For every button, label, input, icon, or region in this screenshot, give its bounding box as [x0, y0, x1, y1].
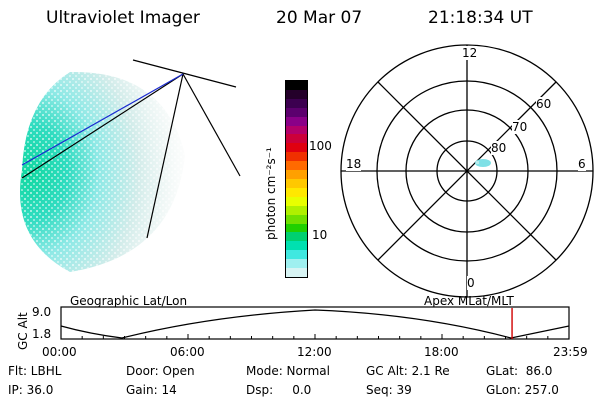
colorbar-segment: [286, 125, 307, 135]
info-glon: GLon: 257.0: [486, 383, 559, 397]
apex-label: Apex MLat/MLT: [424, 294, 514, 308]
instrument-title: Ultraviolet Imager: [46, 8, 200, 28]
colorbar-segment: [286, 214, 307, 224]
colorbar-segment: [286, 205, 307, 215]
ring-label-60: 60: [536, 97, 552, 111]
ytick-9: 9.0: [32, 305, 52, 319]
colorbar-segment: [286, 81, 307, 90]
colorbar-segment: [286, 170, 307, 179]
mlt-6: 6: [578, 157, 586, 171]
info-mode: Mode: Normal: [246, 364, 330, 378]
info-ip: IP: 36.0: [8, 383, 54, 397]
colorbar-segment: [286, 152, 307, 162]
info-gcalt: GC Alt: 2.1 Re: [366, 364, 450, 378]
colorbar-segment: [286, 259, 307, 269]
geographic-label: Geographic Lat/Lon: [70, 294, 188, 308]
colorbar-segment: [286, 134, 307, 144]
info-door: Door: Open: [126, 364, 195, 378]
date-label: 20 Mar 07: [276, 8, 363, 28]
geographic-image: [20, 59, 241, 272]
altitude-curve: [60, 309, 570, 339]
timeline-ylabel: GC Alt: [16, 312, 30, 350]
colorbar-segment: [286, 178, 307, 188]
colorbar-segment: [286, 116, 307, 126]
mlt-18: 18: [346, 157, 362, 171]
colorbar-segment: [286, 98, 307, 108]
info-seq: Seq: 39: [366, 383, 412, 397]
colorbar-unit-label: photon cm⁻²s⁻¹: [264, 147, 278, 240]
timeline-plot: [60, 306, 570, 340]
xtick-1200: 12:00: [297, 345, 332, 359]
colorbar-segment: [286, 187, 307, 197]
info-dsp: Dsp: 0.0: [246, 383, 312, 397]
ytick-1.8: 1.8: [32, 327, 52, 341]
colorbar-segment: [286, 268, 307, 277]
info-flt: Flt: LBHL: [8, 364, 62, 378]
mlt-12: 12: [462, 46, 478, 60]
colorbar: [285, 80, 308, 278]
info-glat: GLat: 86.0: [486, 364, 553, 378]
xtick-0600: 06:00: [170, 345, 205, 359]
colorbar-segment: [286, 107, 307, 117]
colorbar-segment: [286, 89, 307, 99]
colorbar-segment: [286, 223, 307, 233]
info-gain: Gain: 14: [126, 383, 177, 397]
ring-label-80: 80: [491, 141, 507, 155]
polar-plot: [340, 44, 594, 298]
colorbar-segment: [286, 250, 307, 260]
colorbar-tick-100: 100: [309, 139, 332, 153]
colorbar-segment: [286, 161, 307, 171]
xtick-1800: 18:00: [424, 345, 459, 359]
xtick-0000: 00:00: [42, 345, 77, 359]
colorbar-segment: [286, 143, 307, 153]
colorbar-segment: [286, 196, 307, 206]
colorbar-segment: [286, 232, 307, 242]
mlt-0: 0: [467, 276, 475, 290]
colorbar-tick-10: 10: [312, 228, 328, 242]
colorbar-segment: [286, 241, 307, 251]
time-label: 21:18:34 UT: [428, 8, 533, 28]
xtick-2359: 23:59: [553, 345, 588, 359]
ring-label-70: 70: [512, 120, 528, 134]
